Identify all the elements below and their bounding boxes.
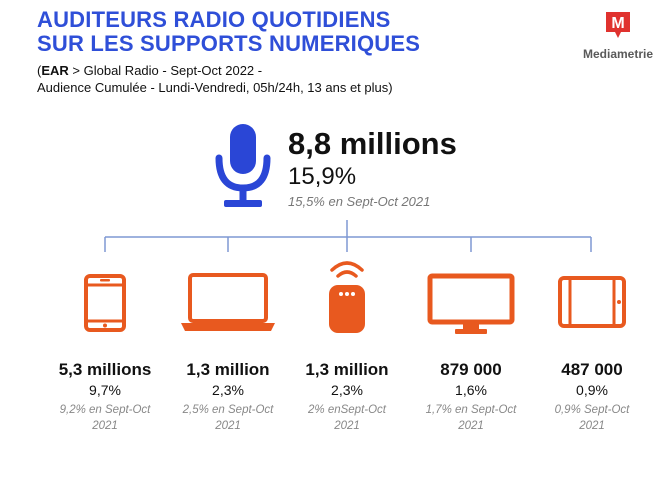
device-previous-line1: 9,2% en Sept-Oct xyxy=(59,404,151,416)
mediametrie-wordmark: Mediametrie xyxy=(582,47,654,61)
device-percent: 9,7% xyxy=(89,382,121,398)
device-previous-line2: 2021 xyxy=(334,420,360,432)
tv-icon xyxy=(427,273,515,334)
mediametrie-logo: M Mediametrie xyxy=(577,8,659,61)
device-audience: 1,3 million xyxy=(186,360,270,379)
tablet-icon xyxy=(558,276,626,328)
device-audience: 5,3 millions xyxy=(58,360,152,379)
device-stat-tv: 879 000 1,6% 1,7% en Sept-Oct 2021 xyxy=(409,360,533,434)
title-line-1: AUDITEURS RADIO QUOTIDIENS xyxy=(37,7,391,32)
device-previous-line2: 2021 xyxy=(458,420,484,432)
source-line-2: Audience Cumulée - Lundi-Vendredi, 05h/2… xyxy=(37,80,393,95)
device-stat-tablet: 487 000 0,9% 0,9% Sept-Oct 2021 xyxy=(530,360,654,434)
device-previous-line2: 2021 xyxy=(215,420,241,432)
mediametrie-m-icon: M xyxy=(606,12,630,38)
smartphone-icon xyxy=(84,274,126,332)
device-stat-smart-speaker: 1,3 million 2,3% 2% enSept-Oct 2021 xyxy=(285,360,409,434)
device-stat-smartphone: 5,3 millions 9,7% 9,2% en Sept-Oct 2021 xyxy=(43,360,167,434)
source-rest: > Global Radio - Sept-Oct 2022 - xyxy=(68,63,263,78)
device-audience: 879 000 xyxy=(440,360,502,379)
total-previous: 15,5% en Sept-Oct 2021 xyxy=(288,194,431,209)
device-previous-line2: 2021 xyxy=(579,420,605,432)
device-percent: 1,6% xyxy=(455,382,487,398)
source-ear: EAR xyxy=(41,63,69,78)
total-percent: 15,9% xyxy=(288,163,357,190)
device-previous-line1: 1,7% en Sept-Oct xyxy=(425,404,517,416)
device-previous-line1: 2% enSept-Oct xyxy=(308,404,386,416)
smart-speaker-icon xyxy=(329,261,365,333)
laptop-icon xyxy=(181,273,275,331)
microphone-icon xyxy=(215,124,271,207)
source-open-paren: ( xyxy=(37,63,42,78)
device-percent: 2,3% xyxy=(212,382,244,398)
device-audience: 1,3 million xyxy=(305,360,389,379)
total-audience: 8,8 millions xyxy=(288,126,457,161)
device-percent: 0,9% xyxy=(576,382,608,398)
device-percent: 2,3% xyxy=(331,382,363,398)
svg-text:M: M xyxy=(611,15,624,32)
device-previous-line2: 2021 xyxy=(92,420,118,432)
device-previous-line1: 0,9% Sept-Oct xyxy=(554,404,630,416)
source-note: (EAR > Global Radio - Sept-Oct 2022 - Au… xyxy=(37,62,393,96)
title-line-2: SUR LES SUPPORTS NUMERIQUES xyxy=(37,31,421,56)
device-previous-line1: 2,5% en Sept-Oct xyxy=(182,404,274,416)
device-audience: 487 000 xyxy=(561,360,623,379)
device-stat-laptop: 1,3 million 2,3% 2,5% en Sept-Oct 2021 xyxy=(166,360,290,434)
page-title: AUDITEURS RADIO QUOTIDIENS SUR LES SUPPO… xyxy=(37,8,420,56)
